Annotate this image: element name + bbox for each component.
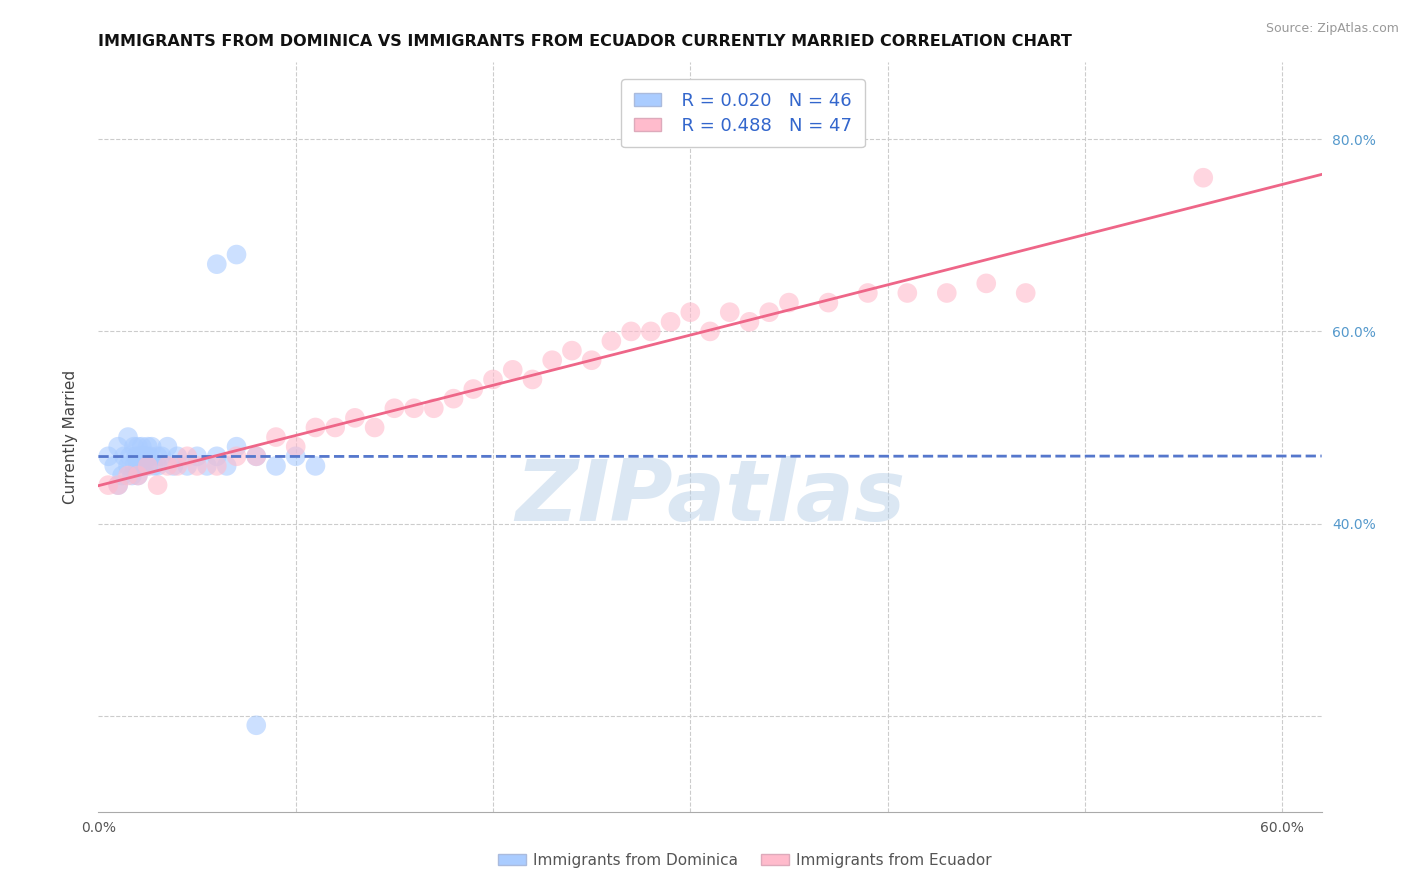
Point [111, 468, 134, 483]
Point [1015, 285, 1038, 300]
Legend: Immigrants from Dominica, Immigrants from Ecuador: Immigrants from Dominica, Immigrants fro… [491, 845, 1000, 875]
Point [176, 450, 198, 464]
Point [382, 401, 405, 416]
Point [225, 440, 247, 454]
Point [225, 450, 247, 464]
Point [620, 325, 643, 339]
Point [284, 450, 307, 464]
Point [699, 325, 721, 339]
Point [146, 478, 169, 492]
Point [132, 458, 155, 473]
Point [97, 450, 120, 464]
Point [195, 458, 218, 473]
Point [640, 325, 662, 339]
Y-axis label: Currently Married: Currently Married [63, 370, 77, 504]
Point [127, 458, 149, 473]
Point [131, 458, 153, 473]
Point [561, 343, 583, 358]
Point [127, 468, 149, 483]
Point [156, 458, 179, 473]
Legend:   R = 0.020   N = 46,   R = 0.488   N = 47: R = 0.020 N = 46, R = 0.488 N = 47 [621, 79, 865, 147]
Point [205, 257, 228, 271]
Point [117, 458, 139, 473]
Point [186, 450, 208, 464]
Point [856, 285, 879, 300]
Point [443, 392, 465, 406]
Point [304, 458, 326, 473]
Point [245, 450, 267, 464]
Point [121, 468, 143, 483]
Point [150, 450, 173, 464]
Point [138, 450, 160, 464]
Point [107, 478, 129, 492]
Point [205, 458, 228, 473]
Text: ZIPatlas: ZIPatlas [515, 456, 905, 539]
Text: IMMIGRANTS FROM DOMINICA VS IMMIGRANTS FROM ECUADOR CURRENTLY MARRIED CORRELATIO: IMMIGRANTS FROM DOMINICA VS IMMIGRANTS F… [98, 34, 1073, 49]
Point [141, 440, 163, 454]
Point [423, 401, 446, 416]
Point [363, 420, 385, 434]
Point [264, 430, 287, 444]
Point [103, 458, 125, 473]
Point [600, 334, 623, 348]
Point [817, 295, 839, 310]
Point [132, 450, 155, 464]
Point [935, 285, 957, 300]
Point [1192, 170, 1215, 185]
Point [679, 305, 702, 319]
Point [659, 315, 682, 329]
Point [186, 458, 208, 473]
Point [225, 247, 247, 261]
Point [264, 458, 287, 473]
Point [304, 420, 326, 434]
Point [522, 372, 544, 386]
Point [142, 458, 165, 473]
Point [112, 450, 135, 464]
Point [97, 478, 120, 492]
Point [581, 353, 603, 368]
Point [118, 450, 141, 464]
Point [117, 468, 139, 483]
Point [122, 440, 145, 454]
Point [245, 718, 267, 732]
Point [122, 458, 145, 473]
Point [135, 450, 157, 464]
Point [463, 382, 485, 396]
Point [127, 468, 149, 483]
Point [541, 353, 564, 368]
Point [166, 458, 188, 473]
Point [162, 458, 184, 473]
Point [136, 440, 159, 454]
Point [205, 450, 228, 464]
Point [323, 420, 346, 434]
Point [156, 440, 179, 454]
Point [127, 440, 149, 454]
Point [778, 295, 800, 310]
Point [482, 372, 505, 386]
Point [117, 430, 139, 444]
Point [166, 450, 188, 464]
Point [974, 277, 997, 291]
Point [131, 440, 153, 454]
Point [343, 410, 366, 425]
Point [107, 478, 129, 492]
Point [146, 450, 169, 464]
Point [284, 440, 307, 454]
Point [718, 305, 741, 319]
Point [215, 458, 238, 473]
Point [136, 458, 159, 473]
Point [107, 440, 129, 454]
Point [146, 458, 169, 473]
Point [245, 450, 267, 464]
Point [758, 305, 780, 319]
Point [404, 401, 426, 416]
Point [128, 450, 150, 464]
Point [738, 315, 761, 329]
Point [136, 458, 159, 473]
Point [125, 450, 148, 464]
Point [896, 285, 918, 300]
Point [502, 363, 524, 377]
Text: Source: ZipAtlas.com: Source: ZipAtlas.com [1265, 22, 1399, 36]
Point [176, 458, 198, 473]
